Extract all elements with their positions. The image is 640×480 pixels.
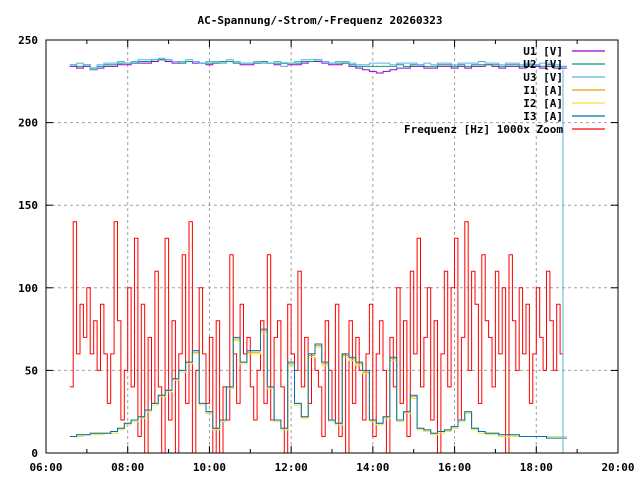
- series-line-5: [69, 328, 567, 439]
- axis-ticks: 0 50 100 150 200 250 06:00 08:00 10:00 12:00 14:00…: [18, 34, 634, 474]
- legend-label: I3 [A]: [523, 110, 563, 123]
- legend-label: I2 [A]: [523, 97, 563, 110]
- y-tick-label: 50: [25, 364, 38, 377]
- y-tick-label: 150: [18, 199, 38, 212]
- series-line-0: [69, 59, 567, 74]
- chart-title: AC-Spannung/-Strom/-Frequenz 20260323: [197, 14, 442, 27]
- x-tick-label: 08:00: [111, 461, 144, 474]
- x-tick-label: 20:00: [601, 461, 634, 474]
- x-tick-label: 18:00: [520, 461, 553, 474]
- legend-label: Frequenz [Hz] 1000x Zoom: [404, 123, 563, 136]
- legend-label: U3 [V]: [523, 71, 563, 84]
- legend-label: U2 [V]: [523, 58, 563, 71]
- legend-label: I1 [A]: [523, 84, 563, 97]
- legend-label: U1 [V]: [523, 45, 563, 58]
- series-group: [69, 57, 567, 454]
- x-tick-label: 14:00: [356, 461, 389, 474]
- y-tick-label: 200: [18, 117, 38, 130]
- y-tick-label: 100: [18, 282, 38, 295]
- legend: U1 [V]U2 [V]U3 [V]I1 [A]I2 [A]I3 [A]Freq…: [404, 45, 605, 136]
- x-tick-label: 10:00: [193, 461, 226, 474]
- y-tick-label: 0: [31, 447, 38, 460]
- x-tick-label: 12:00: [275, 461, 308, 474]
- series-line-2: [69, 57, 567, 71]
- x-tick-label: 16:00: [438, 461, 471, 474]
- y-tick-label: 250: [18, 34, 38, 47]
- x-tick-label: 06:00: [29, 461, 62, 474]
